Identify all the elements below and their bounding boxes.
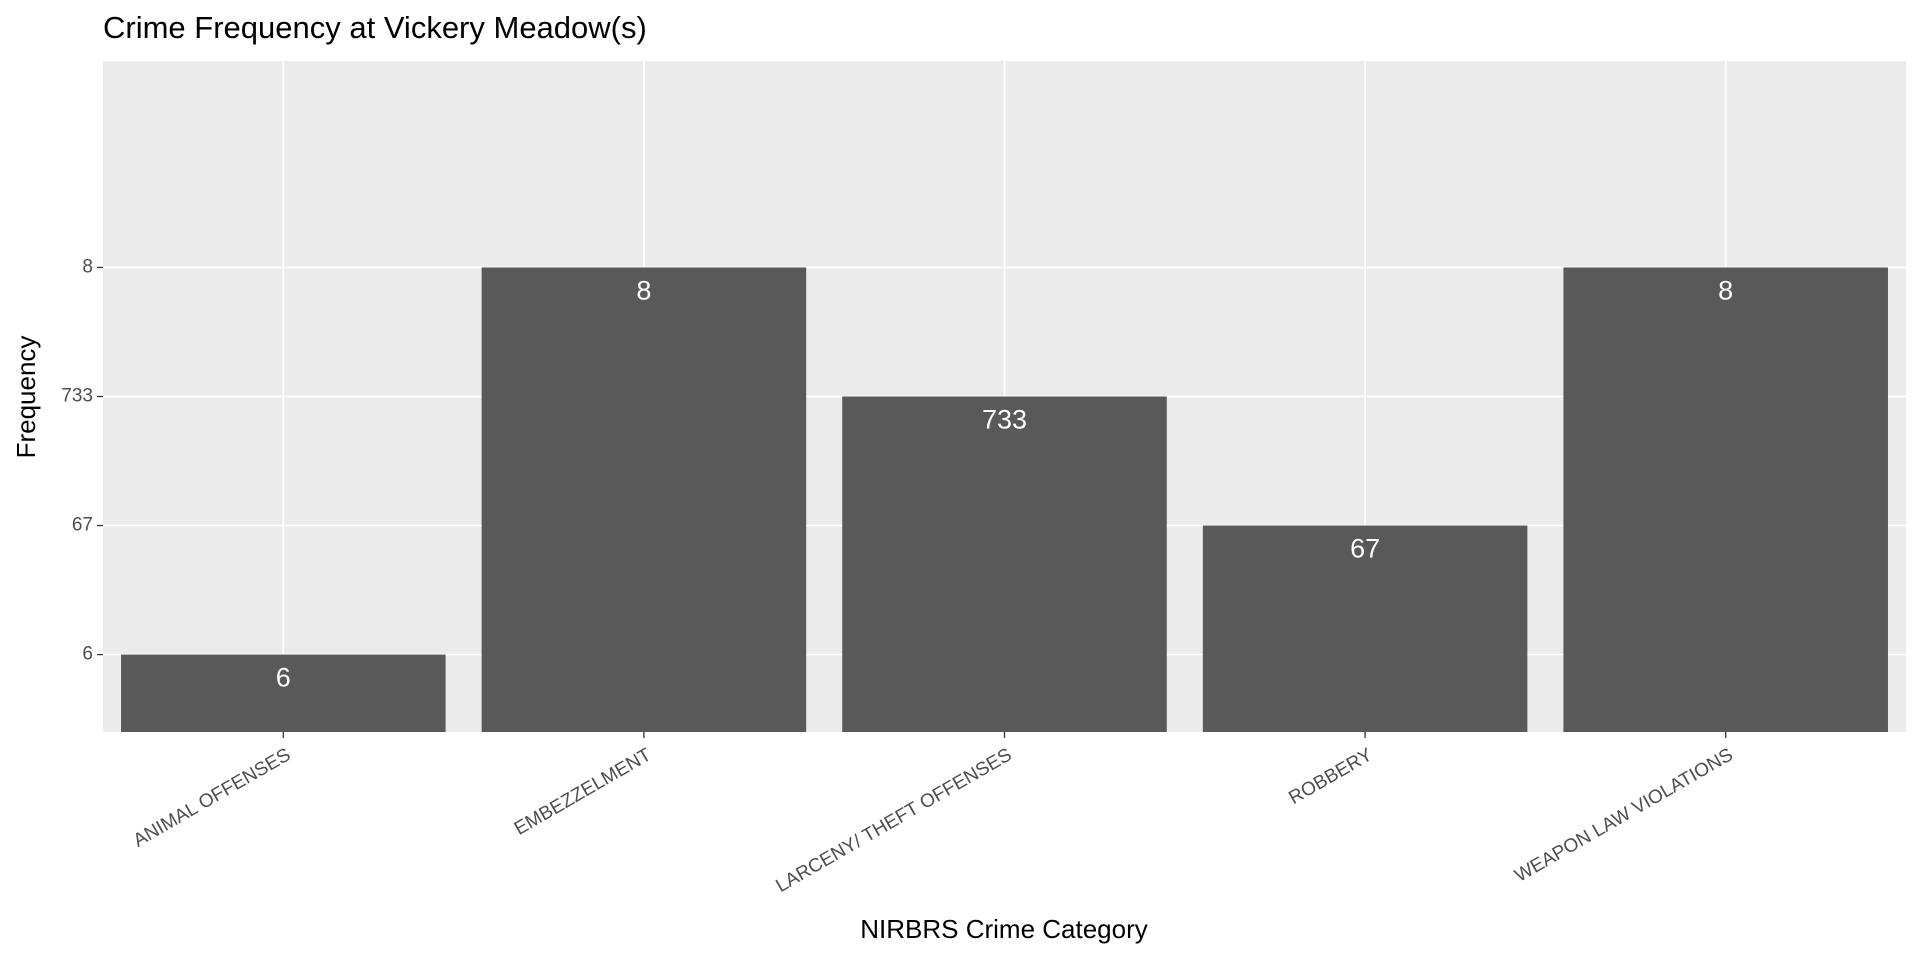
bar bbox=[1202, 525, 1528, 732]
data-label: 8 bbox=[636, 276, 651, 306]
chart-title: Crime Frequency at Vickery Meadow(s) bbox=[103, 10, 647, 45]
x-tick-label: ROBBERY bbox=[1285, 744, 1376, 809]
bar bbox=[121, 654, 446, 732]
data-label: 8 bbox=[1718, 276, 1733, 306]
y-axis-title: Frequency bbox=[11, 336, 41, 459]
y-tick-label: 67 bbox=[72, 515, 93, 536]
y-tick-label: 8 bbox=[82, 256, 93, 277]
x-tick-label: WEAPON LAW VIOLATIONS bbox=[1511, 744, 1736, 886]
y-tick-label: 733 bbox=[61, 386, 93, 407]
y-tick-label: 6 bbox=[82, 644, 93, 665]
x-axis-title: NIRBRS Crime Category bbox=[860, 914, 1148, 944]
x-tick-label: LARCENY/ THEFT OFFENSES bbox=[772, 744, 1015, 896]
data-label: 6 bbox=[276, 663, 291, 693]
x-tick-label: EMBEZZELMENT bbox=[511, 744, 655, 839]
x-tick-label: ANIMAL OFFENSES bbox=[130, 744, 294, 851]
data-label: 67 bbox=[1350, 534, 1380, 564]
bar bbox=[1563, 267, 1888, 732]
data-label: 733 bbox=[982, 405, 1027, 435]
bar bbox=[842, 396, 1167, 732]
bar bbox=[481, 267, 807, 732]
